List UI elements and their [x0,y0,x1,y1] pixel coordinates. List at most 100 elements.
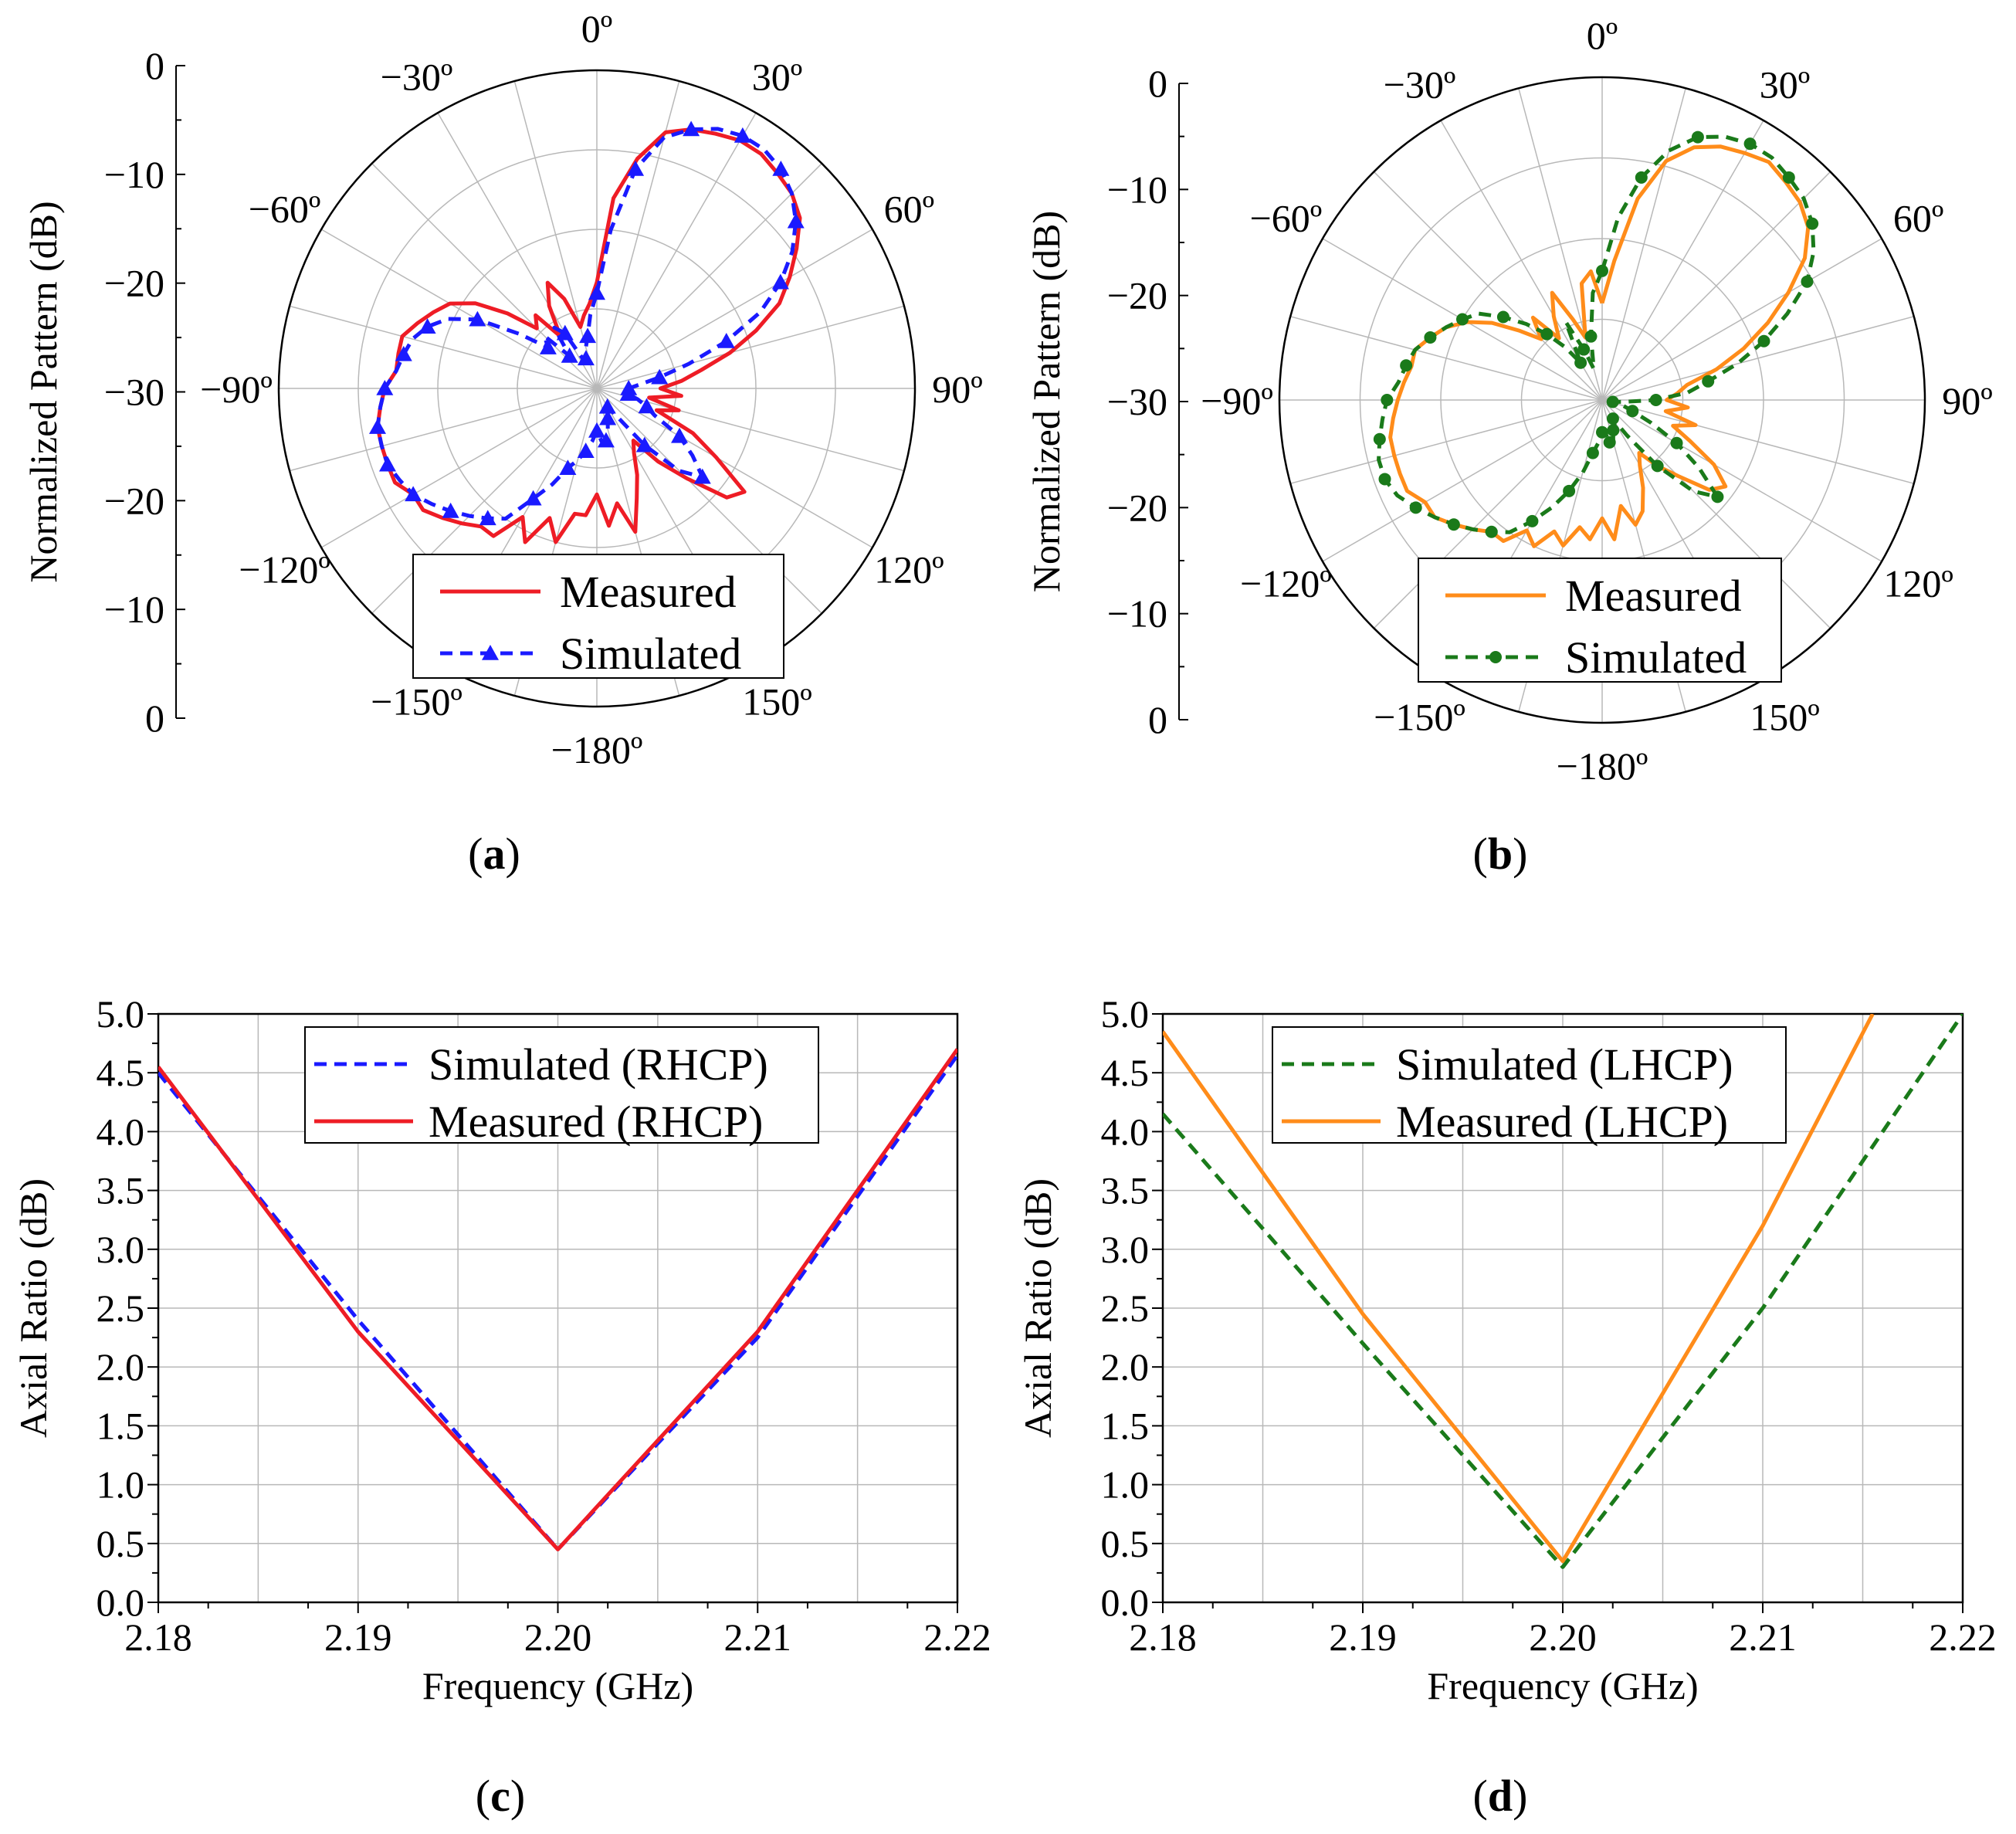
y-tick-label: 0.5 [1101,1522,1150,1565]
polar-grid-spoke [320,388,598,548]
radial-tick-label: −10 [1107,592,1167,636]
polar-grid-spoke [1601,316,1914,401]
series-marker-simulated [539,339,557,354]
y-tick-label: 3.0 [1101,1228,1150,1271]
legend-label-simulated: Simulated [1565,632,1747,683]
radial-tick-label: −20 [1107,274,1167,317]
series-marker-simulated [556,324,574,341]
series-marker-simulated [1606,412,1619,425]
radial-tick-label: −10 [104,588,164,631]
polar-grid-spoke [596,229,873,389]
series-marker-simulated [651,368,669,385]
polar-grid-spoke [596,388,905,472]
polar-grid-spoke [596,163,822,389]
legend-label-1: Measured (RHCP) [429,1097,763,1147]
series-marker-simulated [1603,436,1616,449]
series-marker-simulated [1607,424,1620,437]
y-tick-label: 1.5 [97,1404,145,1447]
y-axis-title: Axial Ratio (dB) [12,1178,55,1438]
polar-grid-spoke [596,80,680,389]
legend-marker-simulated [482,645,499,660]
series-marker-simulated [1626,405,1639,418]
legend-box [304,1026,819,1144]
series-marker-simulated [671,427,689,443]
series-marker-simulated [772,160,790,176]
polar-grid-spoke [1290,316,1603,401]
series-marker-simulated [787,212,805,229]
series-marker-simulated [1757,334,1770,347]
y-tick-label: 2.5 [97,1287,145,1330]
series-marker-simulated [1409,501,1422,514]
y-tick-label: 4.0 [1101,1110,1150,1153]
y-tick-label: 5.0 [97,992,145,1036]
x-tick-label: 2.21 [1729,1615,1797,1659]
series-marker-simulated [635,436,653,453]
radial-tick-label: 0 [145,697,164,740]
polar-angle-label: 30º [752,56,803,99]
x-tick-label: 2.18 [124,1615,192,1659]
legend-box [1272,1026,1787,1144]
series-marker-simulated [1806,217,1819,230]
radial-tick-label: 0 [1148,698,1167,741]
polar-angle-label: −180º [551,728,643,771]
x-tick-label: 2.20 [524,1615,592,1659]
series-marker-simulated [1424,331,1437,344]
radial-tick-label: 0 [1148,62,1167,105]
series-marker-simulated [1606,395,1619,408]
polar-grid-spoke [1601,399,1914,484]
panel-d-axial-ratio-chart: 2.18 2.19 2.20 2.21 2.22 0.0 0.5 1.0 1.5 2.0 2.5 3.… [1016,992,1997,1707]
panel-c-axial-ratio-chart: 2.18 2.19 2.20 2.21 2.22 0.0 0.5 1.0 1.5 2.0 2.5 3.… [12,992,991,1707]
y-tick-label: 3.5 [97,1169,145,1212]
legend-marker-simulated [1489,651,1502,663]
series-marker-simulated [1540,327,1554,341]
series-marker-simulated [1563,484,1576,497]
series-line-1 [158,1048,957,1551]
caption-d: (d) [1473,1771,1528,1821]
series-marker-simulated [1711,490,1724,503]
series-marker-simulated [1456,313,1469,326]
series-marker-simulated [1526,514,1539,527]
polar-grid-spoke [1601,120,1764,401]
polar-angle-label: −150º [371,680,462,723]
series-marker-simulated [734,127,751,143]
x-tick-label: 2.18 [1129,1615,1197,1659]
legend-box [412,554,784,679]
series-group [1163,1014,1963,1569]
series-marker-simulated [693,468,711,484]
x-tick-label: 2.19 [324,1615,392,1659]
series-marker-simulated [405,486,422,502]
radial-tick-label: −20 [104,479,164,522]
polar-angle-label: −90º [200,368,273,411]
series-marker-simulated [1447,518,1460,531]
polar-angle-label: −90º [1201,379,1273,422]
polar-grid-spoke [1373,399,1603,629]
series-marker-simulated [638,398,656,414]
y-tick-label: 1.0 [1101,1463,1150,1507]
series-marker-simulated [1691,131,1704,144]
polar-grid-spoke [1322,399,1603,562]
panel-b-polar-chart: 0º 30º 60º 90º 120º 150º −180º −150º −120º −90º −6… [1025,14,1993,788]
polar-angle-label: 150º [742,680,812,723]
polar-grid-spoke [1518,88,1603,401]
polar-grid-spoke [1601,88,1686,401]
series-marker-simulated [1400,359,1413,372]
polar-angle-label: 0º [1587,14,1618,57]
radial-axis-title: Normalized Pattern (dB) [1025,211,1068,592]
series-marker-simulated [1574,356,1587,369]
y-tick-label: 0.5 [97,1522,145,1565]
radial-tick-label: −20 [1107,486,1167,529]
polar-angle-label: 30º [1760,63,1811,106]
series-marker-simulated [1782,171,1795,184]
series-marker-simulated [1373,432,1386,446]
series-marker-simulated [395,345,412,361]
polar-angle-label: 120º [1883,562,1953,605]
panel-a-polar-chart: 0º 30º 60º 90º 120º 150º −180º −150º −120º −90º −6… [22,7,983,771]
series-marker-simulated [1584,330,1598,343]
series-marker-simulated [588,284,605,300]
polar-angle-label: −60º [249,188,321,231]
polar-grid-spoke [320,229,598,389]
series-marker-simulated [1485,525,1498,538]
series-marker-simulated [418,318,436,334]
legend-label-measured: Measured [560,567,737,617]
